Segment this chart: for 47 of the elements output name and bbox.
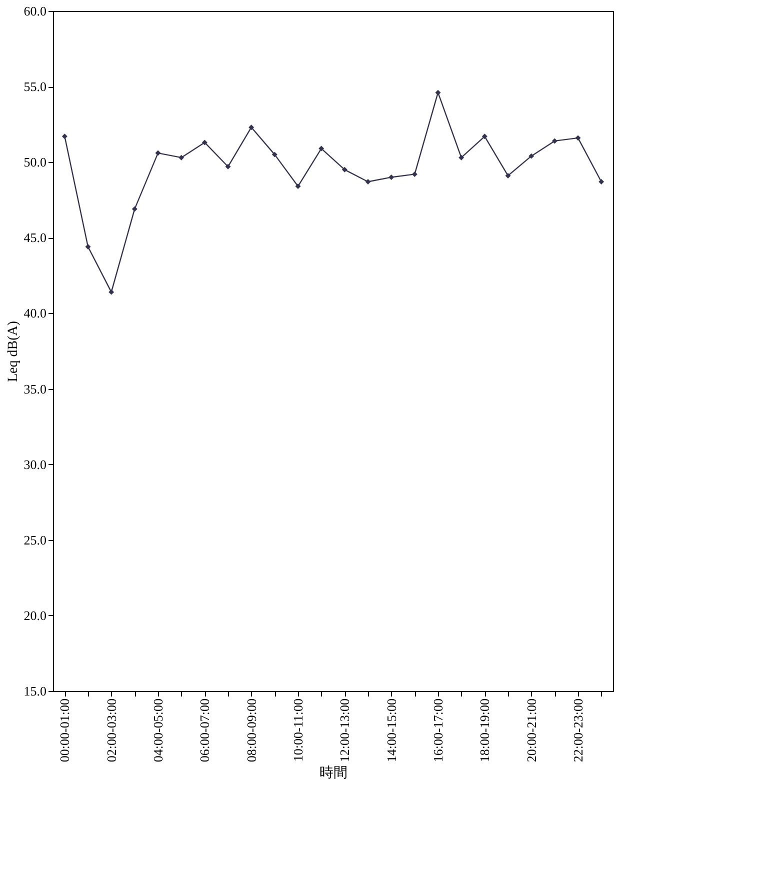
- point: [318, 146, 324, 152]
- point: [202, 140, 208, 146]
- point: [598, 179, 604, 184]
- y-tick-label: 30.0: [24, 456, 46, 472]
- point: [505, 172, 511, 178]
- point: [248, 124, 254, 130]
- point: [342, 166, 348, 172]
- point: [458, 154, 464, 160]
- y-tick-label: 20.0: [24, 608, 46, 623]
- point: [412, 171, 418, 177]
- point: [225, 164, 231, 170]
- x-tick-label: 10:00-11:00: [290, 698, 306, 762]
- x-tick-label: 02:00-03:00: [104, 698, 119, 762]
- point: [528, 153, 534, 159]
- y-tick-label: 50.0: [24, 154, 46, 170]
- x-tick-label: 06:00-07:00: [197, 698, 212, 762]
- y-tick-label: 60.0: [24, 4, 46, 18]
- x-tick-label: 16:00-17:00: [430, 698, 446, 762]
- point: [155, 150, 161, 156]
- point: [132, 206, 138, 212]
- y-tick-label: 40.0: [24, 306, 46, 321]
- x-axis-title: 時間: [320, 765, 348, 782]
- y-axis-title: Leq dB(A): [6, 320, 21, 382]
- y-tick-label: 45.0: [24, 230, 46, 246]
- point: [108, 289, 114, 295]
- y-tick-label: 15.0: [24, 684, 46, 698]
- x-tick-label: 14:00-15:00: [384, 698, 399, 762]
- x-tick-label: 22:00-23:00: [570, 698, 586, 762]
- y-tick-label: 35.0: [24, 381, 46, 396]
- point: [482, 134, 488, 140]
- y-tick-label: 55.0: [24, 79, 46, 94]
- point: [295, 184, 301, 190]
- x-tick-label: 04:00-05:00: [150, 698, 166, 762]
- x-tick-label: 20:00-21:00: [524, 698, 539, 762]
- point: [272, 152, 278, 158]
- point: [62, 134, 68, 140]
- point: [435, 90, 441, 96]
- x-tick-label: 08:00-09:00: [244, 698, 259, 762]
- x-tick-label: 18:00-19:00: [477, 698, 492, 762]
- point: [388, 174, 394, 180]
- x-tick-label: 12:00-13:00: [337, 698, 352, 762]
- point: [85, 244, 91, 250]
- point: [575, 135, 581, 141]
- x-tick-label: 00:00-01:00: [57, 698, 72, 762]
- y-tick-label: 25.0: [24, 532, 46, 548]
- point: [178, 154, 184, 160]
- point: [552, 138, 558, 144]
